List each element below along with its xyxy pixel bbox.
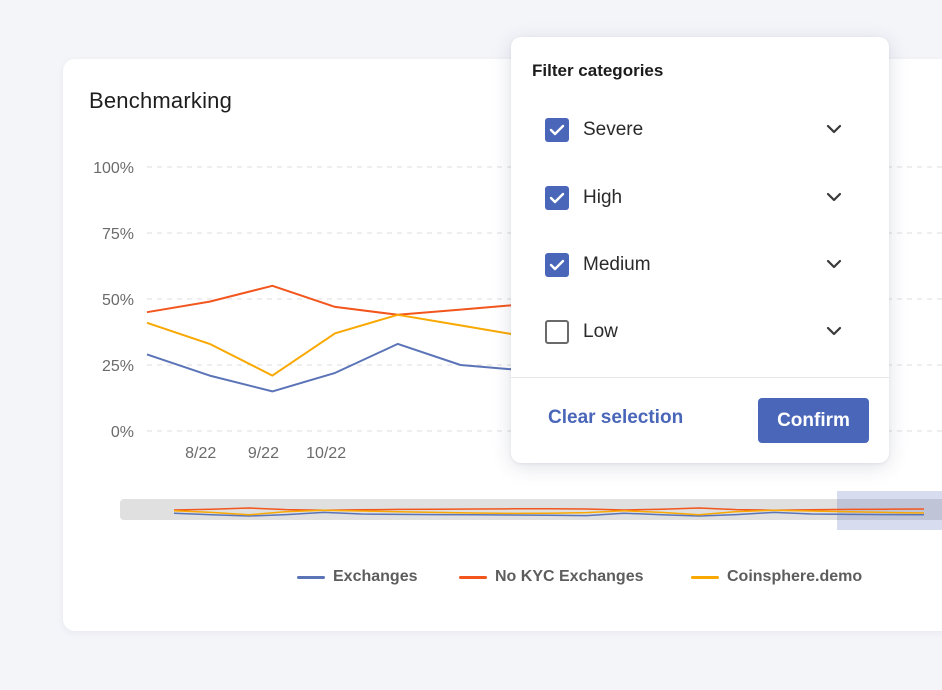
- chevron-down-icon[interactable]: [825, 122, 843, 136]
- navigator-series-line: [173, 507, 925, 511]
- checkbox[interactable]: [545, 118, 569, 142]
- legend-swatch: [459, 575, 487, 579]
- legend-item[interactable]: Coinsphere.demo: [691, 568, 862, 586]
- filter-item-low[interactable]: Low: [545, 317, 842, 347]
- navigator-handle[interactable]: [837, 491, 942, 530]
- confirm-button[interactable]: Confirm: [758, 398, 869, 443]
- filter-label: Severe: [583, 119, 644, 140]
- check-icon: [549, 259, 565, 271]
- filter-popover: Filter categories Severe High Medium Low…: [511, 37, 889, 463]
- legend-label: Exchanges: [333, 568, 418, 585]
- legend-swatch: [297, 575, 325, 579]
- chart-legend: Exchanges No KYC Exchanges Coinsphere.demo: [0, 568, 942, 592]
- filter-title: Filter categories: [532, 61, 664, 80]
- legend-label: Coinsphere.demo: [727, 568, 863, 585]
- filter-item-high[interactable]: High: [545, 183, 842, 213]
- y-tick-label: 100%: [93, 160, 134, 177]
- divider: [511, 377, 889, 378]
- y-tick-label: 25%: [102, 358, 134, 375]
- legend-label: No KYC Exchanges: [495, 568, 644, 585]
- check-icon: [549, 192, 565, 204]
- x-tick-label: 8/22: [185, 445, 216, 462]
- checkbox[interactable]: [545, 186, 569, 210]
- x-tick-label: 9/22: [248, 445, 279, 462]
- navigator-series-line: [173, 509, 925, 516]
- chevron-down-icon[interactable]: [825, 257, 843, 271]
- filter-item-severe[interactable]: Severe: [545, 115, 842, 145]
- filter-item-medium[interactable]: Medium: [545, 250, 842, 280]
- legend-item[interactable]: Exchanges: [297, 568, 417, 586]
- filter-label: Low: [583, 321, 618, 342]
- legend-swatch: [691, 575, 719, 579]
- filter-label: Medium: [583, 254, 651, 275]
- check-icon: [549, 124, 565, 136]
- range-navigator: [120, 491, 942, 530]
- x-tick-label: 10/22: [306, 445, 346, 462]
- chevron-down-icon[interactable]: [825, 324, 843, 338]
- card-title: Benchmarking: [89, 88, 233, 113]
- filter-label: High: [583, 187, 623, 208]
- clear-selection-button[interactable]: Clear selection: [548, 407, 684, 428]
- y-tick-label: 0%: [111, 424, 134, 441]
- checkbox[interactable]: [545, 253, 569, 277]
- y-tick-label: 50%: [102, 292, 134, 309]
- chevron-down-icon[interactable]: [825, 190, 843, 204]
- legend-item[interactable]: No KYC Exchanges: [459, 568, 643, 586]
- y-tick-label: 75%: [102, 226, 134, 243]
- navigator-series-line: [173, 511, 925, 517]
- checkbox[interactable]: [545, 320, 569, 344]
